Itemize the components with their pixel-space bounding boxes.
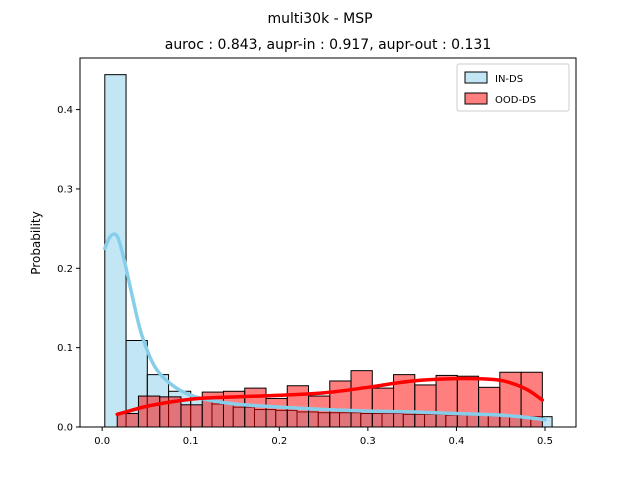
plot-area: 0.0 0.1 0.2 0.3 0.4 0.5 0.0 0.1 0.2 0.3 0.4 bbox=[57, 57, 577, 447]
x-tick-label-5: 0.5 bbox=[537, 436, 553, 447]
bar-ood-ds-15 bbox=[435, 374, 458, 428]
legend-label-ood-ds: OOD-DS bbox=[495, 95, 536, 106]
bar-ood-ds-1 bbox=[137, 395, 161, 428]
bar-ood-ds-12 bbox=[371, 387, 395, 428]
y-axis-label: Probability bbox=[29, 211, 43, 274]
legend-label-in-ds: IN-DS bbox=[495, 74, 523, 85]
bar-ood-ds-11 bbox=[350, 370, 373, 428]
kde-line-ood-ds bbox=[115, 376, 545, 417]
bar-ood-ds-9 bbox=[308, 395, 331, 428]
x-tick-label-1: 0.1 bbox=[183, 436, 199, 447]
chart-title: multi30k - MSP bbox=[267, 11, 372, 27]
legend-swatch-ood-ds bbox=[464, 92, 488, 105]
bar-ood-ds-14 bbox=[414, 384, 437, 428]
y-tick-label-3: 0.3 bbox=[57, 184, 73, 195]
bar-ood-ds-3 bbox=[180, 404, 203, 428]
y-tick-label-2: 0.2 bbox=[57, 264, 73, 275]
bar-ood-ds-17 bbox=[478, 386, 501, 428]
legend: IN-DS OOD-DS bbox=[456, 63, 570, 112]
axes-frame bbox=[79, 57, 577, 428]
x-tick-label-3: 0.3 bbox=[360, 436, 376, 447]
bar-ood-ds-10 bbox=[329, 380, 352, 428]
x-tick-label-2: 0.2 bbox=[271, 436, 287, 447]
legend-swatch-in-ds bbox=[464, 71, 488, 84]
x-tick-label-4: 0.4 bbox=[448, 436, 464, 447]
y-tick-label-4: 0.4 bbox=[57, 105, 73, 116]
bar-ood-ds-0 bbox=[116, 413, 139, 428]
bar-ood-ds-7 bbox=[265, 397, 288, 428]
x-tick-label-0: 0.0 bbox=[94, 436, 110, 447]
chart-subtitle: auroc : 0.843, aupr-in : 0.917, aupr-out… bbox=[165, 37, 492, 53]
bar-ood-ds-16 bbox=[456, 375, 480, 428]
y-tick-label-1: 0.1 bbox=[57, 343, 73, 354]
y-tick-label-0: 0.0 bbox=[57, 423, 73, 434]
